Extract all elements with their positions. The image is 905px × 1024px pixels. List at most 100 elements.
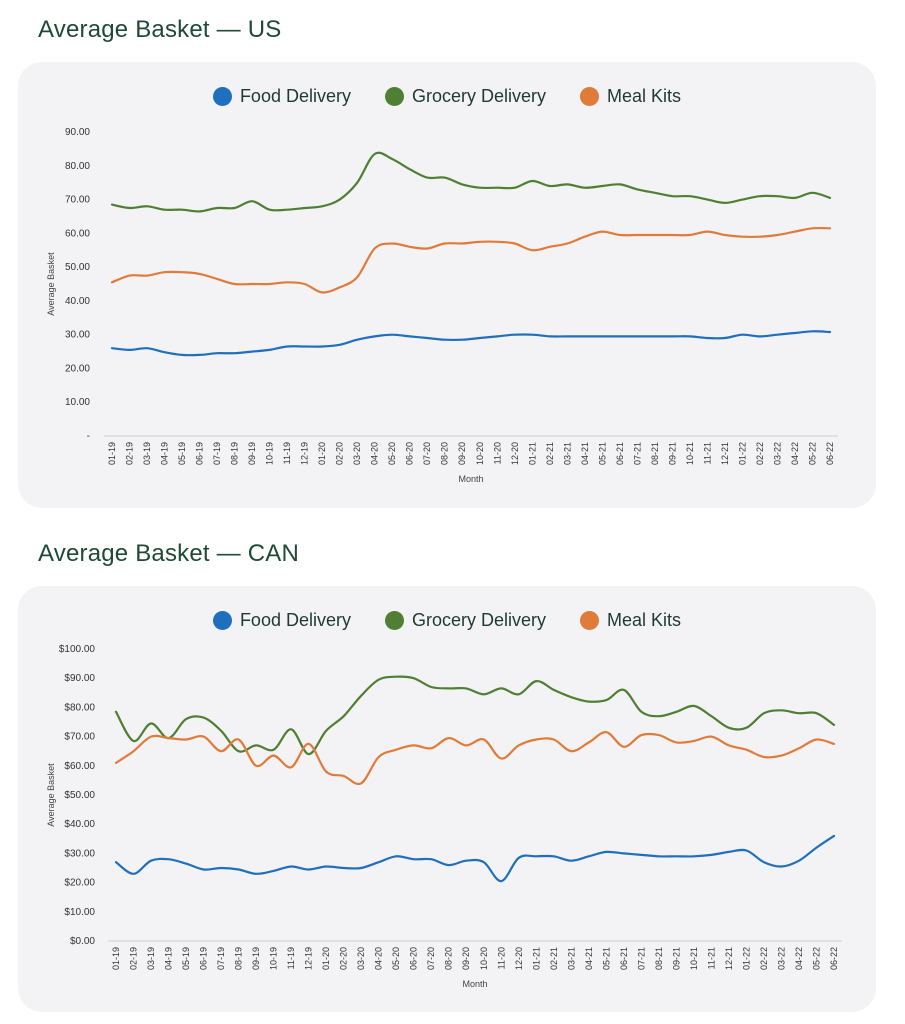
chart-0-xtick-label: 03-20 [352, 442, 362, 465]
chart-0-ytick-label: 10.00 [65, 397, 90, 408]
chart-1-xtick-label: 03-20 [356, 947, 366, 970]
chart-1-xtick-label: 05-22 [812, 947, 822, 970]
chart-0-xtick-label: 11-20 [492, 442, 502, 464]
chart-0-xtick-label: 07-19 [212, 442, 222, 465]
chart-1-xtick-label: 07-21 [636, 947, 646, 970]
chart-1-xtick-label: 02-22 [759, 947, 769, 970]
us-legend: Food Delivery Grocery Delivery Meal Kits [18, 86, 876, 107]
chart-1-xtick-label: 03-22 [777, 947, 787, 970]
us-legend-item-meal[interactable]: Meal Kits [580, 86, 681, 107]
chart-0-y-axis-title: Average Basket [46, 252, 56, 316]
can-legend-item-food[interactable]: Food Delivery [212, 610, 351, 631]
chart-1-xtick-label: 12-21 [724, 947, 734, 970]
can-legend-item-grocery[interactable]: Grocery Delivery [384, 610, 547, 631]
legend-dot-icon [212, 87, 232, 106]
chart-0-xtick-label: 03-22 [773, 442, 783, 465]
chart-1-ytick-label: $100.00 [59, 644, 96, 655]
chart-0-ytick-label: 30.00 [65, 330, 90, 341]
can-chart-title: Average Basket — CAN [38, 540, 300, 567]
chart-1-xtick-label: 04-20 [374, 947, 384, 970]
legend-dot-icon [384, 87, 404, 106]
legend-label: Grocery Delivery [411, 610, 547, 630]
chart-0-xtick-label: 01-19 [107, 442, 117, 465]
can-chart-card: $0.00 $10.00 $20.00 $30.00 $40.00 $50.00 $60.0… [18, 586, 876, 1012]
chart-0-xtick-label: 09-19 [247, 442, 257, 465]
legend-label: Food Delivery [239, 86, 351, 106]
chart-1-series-line-meal [114, 731, 836, 786]
chart-1-ytick-label: $30.00 [64, 848, 95, 859]
chart-1-xtick-label: 06-20 [409, 947, 419, 970]
legend-dot-icon [384, 611, 404, 630]
chart-1-xtick-label: 05-21 [601, 947, 611, 970]
chart-1-xtick-label: 10-20 [479, 947, 489, 970]
chart-0-series-line-food [110, 330, 832, 357]
chart-0-ytick-label: 80.00 [65, 161, 90, 172]
chart-0-xtick-label: 06-19 [195, 442, 205, 465]
chart-1-xtick-label: 03-21 [566, 947, 576, 970]
chart-0-xtick-label: 04-19 [160, 442, 170, 465]
chart-1-ytick-label: $20.00 [64, 878, 95, 889]
chart-1-ytick-label: $90.00 [64, 673, 95, 684]
chart-1-xtick-label: 11-20 [496, 947, 506, 969]
chart-1-ytick-label: $0.00 [70, 936, 95, 947]
legend-dot-icon [212, 611, 232, 630]
chart-1-xtick-label: 04-21 [584, 947, 594, 970]
chart-0-ytick-label: 20.00 [65, 363, 90, 374]
chart-0-xtick-label: 12-19 [300, 442, 310, 465]
chart-0-xtick-label: 02-19 [125, 442, 135, 465]
legend-label: Meal Kits [607, 86, 682, 106]
chart-1-xtick-label: 10-19 [269, 947, 279, 970]
chart-0-xtick-label: 02-20 [335, 442, 345, 465]
us-legend-item-food[interactable]: Food Delivery [212, 86, 351, 107]
chart-0-series-line-meal [110, 226, 832, 294]
chart-0-ytick-label: 90.00 [65, 127, 90, 138]
can-legend-item-meal[interactable]: Meal Kits [580, 610, 681, 631]
chart-1-xtick-label: 10-21 [689, 947, 699, 970]
chart-1-xtick-label: 08-21 [654, 947, 664, 970]
chart-1-y-axis-title: Average Basket [46, 763, 56, 827]
chart-0-xtick-label: 06-20 [405, 442, 415, 465]
chart-1-xtick-label: 01-22 [741, 947, 751, 970]
chart-0-xtick-label: 07-21 [632, 442, 642, 465]
chart-0-xtick-label: 01-21 [527, 442, 537, 465]
chart-0-xtick-label: 07-20 [422, 442, 432, 465]
chart-1-x-axis-title: Month [462, 979, 487, 989]
chart-0-xtick-label: 12-21 [720, 442, 730, 465]
chart-0-xtick-label: 05-19 [177, 442, 187, 465]
chart-0-xtick-label: 05-20 [387, 442, 397, 465]
chart-0-xtick-label: 05-21 [597, 442, 607, 465]
chart-0-xtick-label: 12-20 [510, 442, 520, 465]
chart-0-xtick-label: 11-21 [702, 442, 712, 464]
chart-1-xtick-label: 11-19 [286, 947, 296, 969]
legend-dot-icon [580, 87, 600, 106]
us-chart-title: Average Basket — US [38, 16, 282, 43]
us-legend-item-grocery[interactable]: Grocery Delivery [384, 86, 546, 107]
chart-1-xtick-label: 06-21 [619, 947, 629, 970]
chart-0-xtick-label: 09-20 [457, 442, 467, 465]
chart-0-xtick-label: 08-21 [650, 442, 660, 465]
chart-1-xtick-label: 09-19 [251, 947, 261, 970]
chart-1-xtick-label: 08-19 [234, 947, 244, 970]
chart-1-ytick-label: $40.00 [64, 819, 95, 830]
can-chart-svg: $0.00 $10.00 $20.00 $30.00 $40.00 $50.00 $60.0… [46, 644, 842, 989]
chart-1-ytick-label: $10.00 [64, 907, 95, 918]
chart-1-xtick-label: 03-19 [146, 947, 156, 970]
chart-0-xtick-label: 08-19 [230, 442, 240, 465]
chart-1-xtick-label: 02-20 [339, 947, 349, 970]
can-legend: Food Delivery Grocery Delivery Meal Kits [18, 610, 876, 631]
chart-0-xtick-label: 08-20 [440, 442, 450, 465]
chart-1-ytick-label: $70.00 [64, 732, 95, 743]
chart-1-ytick-label: $50.00 [64, 790, 95, 801]
chart-1-xtick-label: 07-19 [216, 947, 226, 970]
chart-1-xtick-label: 05-20 [391, 947, 401, 970]
chart-1-xtick-label: 02-19 [129, 947, 139, 970]
chart-0-xtick-label: 03-21 [562, 442, 572, 465]
chart-0-xtick-label: 05-22 [808, 442, 818, 465]
chart-0-xtick-label: 06-22 [825, 442, 835, 465]
chart-1-xtick-label: 06-19 [199, 947, 209, 970]
chart-1-xtick-label: 07-20 [426, 947, 436, 970]
chart-0-ytick-label: 70.00 [65, 195, 90, 206]
chart-0-ytick-label: 50.00 [65, 262, 90, 273]
chart-0-xtick-label: 09-21 [667, 442, 677, 465]
chart-0-xtick-label: 02-22 [755, 442, 765, 465]
